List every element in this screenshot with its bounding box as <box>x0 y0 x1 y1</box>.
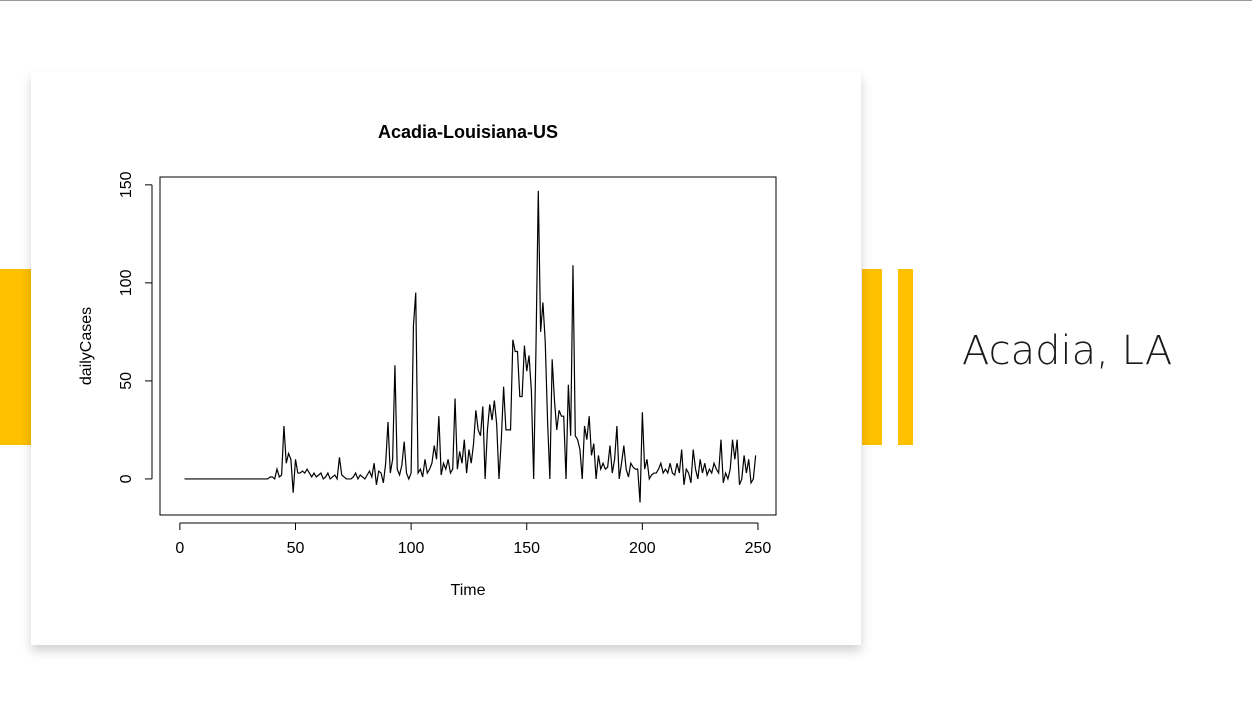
accent-bar <box>898 269 913 445</box>
x-tick-label: 0 <box>175 540 184 557</box>
x-tick-label: 200 <box>629 540 656 557</box>
y-tick-label: 50 <box>118 372 135 390</box>
y-axis-label: dailyCases <box>78 307 95 385</box>
chart-title: Acadia-Louisiana-US <box>378 122 558 142</box>
accent-bar <box>0 269 31 445</box>
x-axis-label: Time <box>451 582 486 599</box>
x-tick-label: 50 <box>287 540 305 557</box>
slide-title: Acadia, LA <box>962 328 1173 374</box>
y-tick-label: 100 <box>118 269 135 296</box>
data-line <box>184 190 757 503</box>
x-tick-label: 100 <box>398 540 425 557</box>
x-tick-label: 250 <box>745 540 772 557</box>
top-rule <box>0 0 1252 1</box>
x-tick-label: 150 <box>513 540 540 557</box>
chart-card: Acadia-Louisiana-US Time dailyCases 0 50 1… <box>31 72 861 645</box>
accent-bar <box>862 269 882 445</box>
plot-box <box>159 176 777 516</box>
chart: Acadia-Louisiana-US Time dailyCases 0 50 1… <box>78 122 777 599</box>
y-tick-label: 150 <box>118 171 135 198</box>
y-tick-label: 0 <box>118 474 135 483</box>
